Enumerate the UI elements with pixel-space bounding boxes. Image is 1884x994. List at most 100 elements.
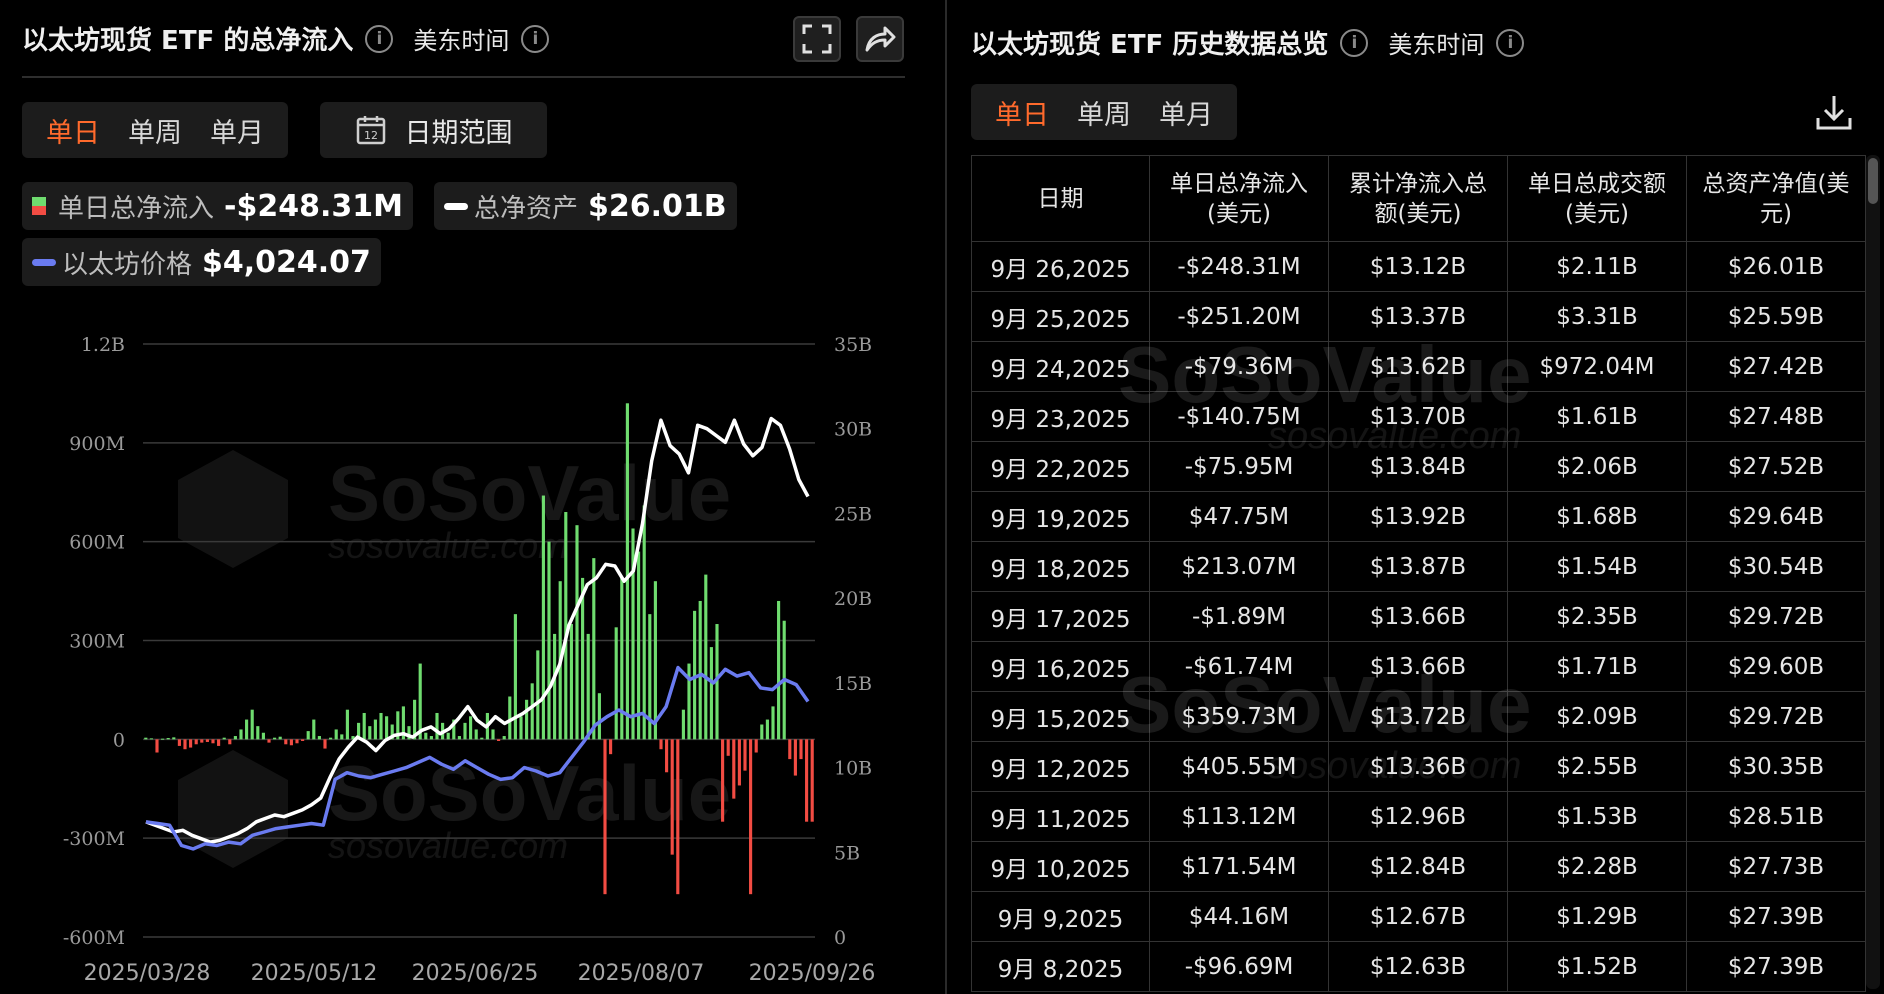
cell-cum: $13.70B (1328, 391, 1508, 442)
cell-vol: $2.06B (1507, 441, 1687, 492)
flow-bar (726, 739, 730, 756)
tab-weekly[interactable]: 单周 (128, 117, 182, 149)
flow-bar (665, 739, 669, 773)
svg-text:12: 12 (364, 129, 378, 142)
tab-weekly[interactable]: 单周 (1077, 99, 1131, 131)
legend-eth-price[interactable]: 以太坊价格 $4,024.07 (22, 238, 381, 286)
flow-bar (312, 719, 316, 740)
flow-bar (317, 736, 321, 740)
flow-bar (777, 600, 781, 740)
cell-cum: $13.72B (1328, 691, 1508, 742)
flow-bar (648, 614, 652, 740)
flow-bar (547, 541, 551, 740)
period-tabs: 单日 单周 单月 (971, 84, 1237, 140)
cell-cum: $12.63B (1328, 941, 1508, 992)
download-button[interactable] (1814, 92, 1854, 136)
flow-bar (177, 739, 181, 746)
flow-bar (278, 736, 282, 740)
net-assets-line (145, 416, 810, 844)
cell-cum: $12.67B (1328, 891, 1508, 942)
flow-bar (653, 581, 657, 740)
flow-bar (340, 734, 344, 740)
cell-nav: $27.48B (1686, 391, 1866, 442)
cell-cum: $12.84B (1328, 841, 1508, 892)
flow-bar (642, 505, 646, 740)
flow-bar (189, 739, 193, 748)
legend-daily-flow[interactable]: 单日总净流入 -$248.31M (22, 182, 413, 230)
cell-date: 9月 17,2025 (971, 591, 1150, 642)
y-right-tick-label: 25B (834, 503, 872, 525)
info-icon[interactable]: i (1340, 28, 1369, 57)
cell-date: 9月 23,2025 (971, 391, 1150, 442)
legend-net-assets[interactable]: 总净资产 $26.01B (434, 182, 737, 230)
share-button[interactable] (856, 16, 904, 62)
scrollbar-thumb[interactable] (1868, 158, 1878, 204)
y-left-tick-label: 1.2B (81, 334, 125, 356)
info-icon[interactable]: i (365, 24, 394, 53)
cell-date: 9月 16,2025 (971, 641, 1150, 692)
flow-bar (513, 614, 517, 740)
cell-date: 9月 11,2025 (971, 791, 1150, 842)
flow-bar (194, 739, 198, 745)
table-row: 9月 19,2025 $47.75M $13.92B $1.68B $29.64B (971, 491, 1866, 542)
flow-bar (172, 737, 176, 740)
fullscreen-button[interactable] (793, 16, 841, 62)
scrollbar-track[interactable] (1866, 155, 1880, 989)
cell-nav: $29.72B (1686, 691, 1866, 742)
flow-bar (334, 729, 338, 740)
flow-bar (805, 739, 809, 822)
legend-value: -$248.31M (224, 188, 403, 224)
legend-value: $4,024.07 (202, 244, 371, 280)
cell-cum: $13.66B (1328, 641, 1508, 692)
flow-bar (709, 647, 713, 740)
flow-bar (256, 726, 260, 740)
cell-vol: $1.29B (1507, 891, 1687, 942)
flow-bar (693, 610, 697, 740)
flow-bar (536, 650, 540, 740)
share-icon (865, 26, 896, 52)
x-tick-label: 2025/08/07 (578, 961, 705, 986)
tab-daily[interactable]: 单日 (46, 117, 100, 149)
panel-divider (945, 0, 947, 994)
tab-monthly[interactable]: 单月 (210, 117, 264, 149)
flow-bar (144, 737, 148, 740)
legend-label: 总净资产 (474, 193, 579, 224)
cell-flow: -$61.74M (1149, 641, 1329, 692)
flow-bar (698, 600, 702, 740)
info-icon[interactable]: i (521, 24, 550, 53)
tab-monthly[interactable]: 单月 (1159, 99, 1213, 131)
cell-date: 9月 9,2025 (971, 891, 1150, 942)
flow-bar (418, 663, 422, 740)
flow-bar (614, 627, 618, 740)
period-tabs: 单日 单周 单月 (22, 102, 288, 158)
cell-date: 9月 24,2025 (971, 341, 1150, 392)
watermark-url: sosovalue.com (328, 825, 568, 866)
cell-cum: $13.62B (1328, 341, 1508, 392)
cell-vol: $3.31B (1507, 291, 1687, 342)
tab-daily[interactable]: 单日 (995, 99, 1049, 131)
cell-cum: $13.12B (1328, 241, 1508, 292)
cell-nav: $28.51B (1686, 791, 1866, 842)
flow-bar (183, 739, 187, 750)
cell-nav: $29.60B (1686, 641, 1866, 692)
date-range-button[interactable]: 12 日期范围 (320, 102, 547, 158)
flow-bar (166, 738, 170, 740)
flow-bar (799, 739, 803, 760)
timezone-label: 美东时间 (1388, 31, 1485, 59)
table-row: 9月 11,2025 $113.12M $12.96B $1.53B $28.51B (971, 791, 1866, 842)
cell-flow: $44.16M (1149, 891, 1329, 942)
flow-bar (161, 738, 165, 740)
cell-cum: $13.66B (1328, 591, 1508, 642)
flow-bar (385, 716, 389, 740)
cell-nav: $26.01B (1686, 241, 1866, 292)
info-icon[interactable]: i (1496, 28, 1525, 57)
flow-bar (228, 739, 232, 745)
y-right-tick-label: 30B (834, 419, 872, 441)
flow-bar (564, 512, 568, 740)
cell-vol: $1.71B (1507, 641, 1687, 692)
watermark-logo (178, 750, 288, 868)
flow-bar (497, 739, 501, 741)
flow-bar (480, 737, 484, 740)
flow-bar (446, 732, 450, 740)
eth-price-swatch (32, 258, 56, 266)
